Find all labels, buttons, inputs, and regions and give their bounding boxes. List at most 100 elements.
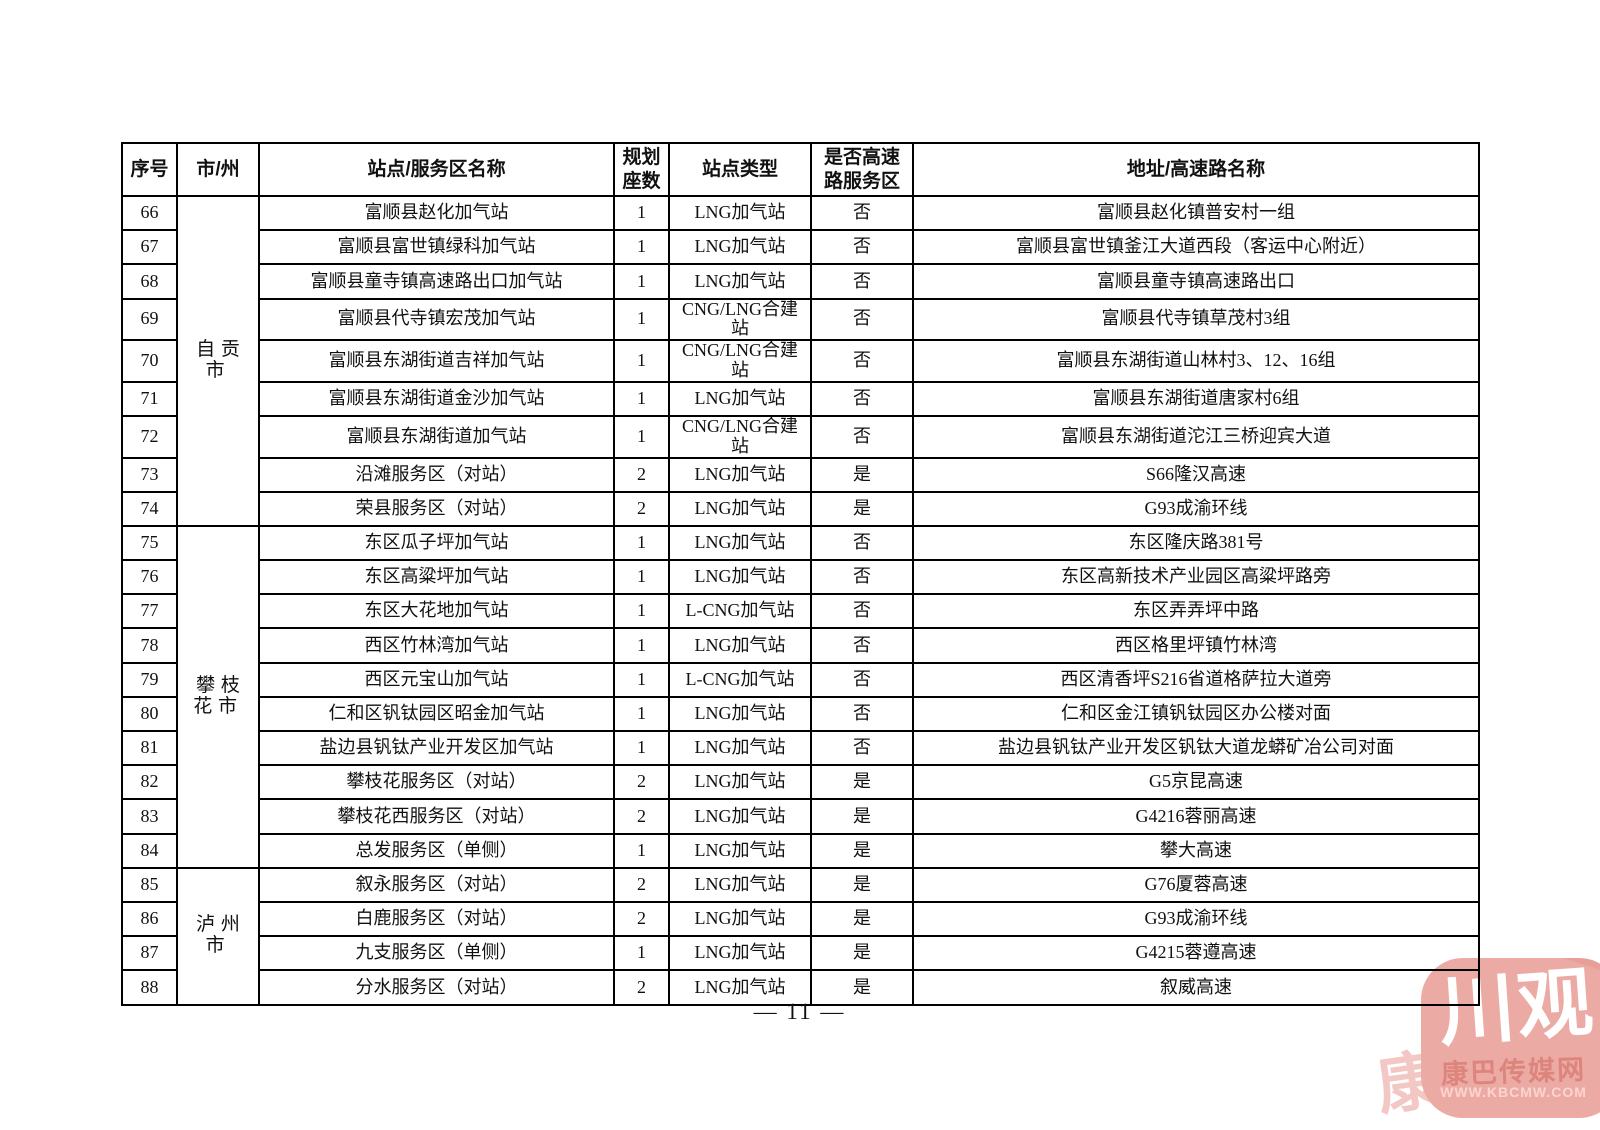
cell-station-name: 盐边县钒钛产业开发区加气站 xyxy=(258,730,615,767)
cell-planned-count: 1 xyxy=(613,593,670,630)
table-row: 83 攀枝花西服务区（对站） 2 LNG加气站是 G4216蓉丽高速 xyxy=(121,798,1480,835)
cell-station-name: 富顺县东湖街道金沙加气站 xyxy=(258,380,615,417)
cell-station-type: CNG/LNG合建站 xyxy=(668,414,812,459)
cell-station-type: LNG加气站 xyxy=(668,900,812,938)
cell-planned-count: 1 xyxy=(613,297,670,342)
cell-city: 攀枝花市 xyxy=(176,524,260,869)
cell-station-type: LNG加气站 xyxy=(668,380,812,417)
cell-serial-number: 81 xyxy=(121,730,178,767)
cell-is-highway: 否 xyxy=(810,380,914,417)
cell-is-highway: 是 xyxy=(810,969,914,1006)
cell-address: 富顺县赵化镇普安村一组 xyxy=(912,194,1480,232)
cell-station-name: 西区竹林湾加气站 xyxy=(258,627,615,664)
header-is-highway-service-area: 是否高速 路服务区 xyxy=(810,142,914,197)
header-planned-count: 规划 座数 xyxy=(613,142,670,197)
cell-serial-number: 72 xyxy=(121,414,178,459)
cell-address: 富顺县东湖街道唐家村6组 xyxy=(912,380,1480,417)
cell-address: G4216蓉丽高速 xyxy=(912,798,1480,835)
table-row: 87 九支服务区（单侧） 1 LNG加气站是 G4215蓉遵高速 xyxy=(121,935,1480,972)
table-row: 76 东区高粱坪加气站 1 LNG加气站否东区高新技术产业园区高粱坪路旁 xyxy=(121,559,1480,596)
cell-planned-count: 1 xyxy=(613,695,670,733)
table-header: 序号 市/州 站点/服务区名称 规划 座数 站点类型 是否高速 路服务区 地址/… xyxy=(121,142,1480,197)
cell-is-highway: 是 xyxy=(810,935,914,972)
cell-planned-count: 2 xyxy=(613,969,670,1006)
table-row: 71 富顺县东湖街道金沙加气站 1 LNG加气站否富顺县东湖街道唐家村6组 xyxy=(121,380,1480,417)
table-row: 66 自贡市 富顺县赵化加气站 1 LNG加气站否富顺县赵化镇普安村一组 xyxy=(121,194,1480,527)
cell-serial-number: 84 xyxy=(121,832,178,869)
cell-station-type: LNG加气站 xyxy=(668,935,812,972)
cell-planned-count: 2 xyxy=(613,798,670,835)
cell-station-name: 富顺县童寺镇高速路出口加气站 xyxy=(258,263,615,300)
cell-planned-count: 1 xyxy=(613,730,670,767)
cell-station-name: 荣县服务区（对站） xyxy=(258,490,615,527)
cell-serial-number: 68 xyxy=(121,263,178,300)
cell-station-type: L-CNG加气站 xyxy=(668,593,812,630)
table-row: 88 分水服务区（对站） 2 LNG加气站是叙威高速 xyxy=(121,969,1480,1006)
cell-is-highway: 是 xyxy=(810,832,914,869)
table-row: 85 泸州市 叙永服务区（对站） 2 LNG加气站是 G76厦蓉高速 xyxy=(121,866,1480,1006)
cell-station-type: LNG加气站 xyxy=(668,764,812,801)
header-station-name: 站点/服务区名称 xyxy=(258,142,615,197)
cell-address: S66隆汉高速 xyxy=(912,456,1480,493)
cell-is-highway: 是 xyxy=(810,798,914,835)
cell-is-highway: 否 xyxy=(810,339,914,383)
cell-planned-count: 1 xyxy=(613,524,670,562)
cell-serial-number: 85 xyxy=(121,866,178,903)
cell-address: 东区隆庆路381号 xyxy=(912,524,1480,562)
cell-planned-count: 1 xyxy=(613,414,670,459)
cell-is-highway: 否 xyxy=(810,661,914,698)
cell-is-highway: 否 xyxy=(810,593,914,630)
cell-planned-count: 1 xyxy=(613,559,670,596)
table-row: 67 富顺县富世镇绿科加气站 1 LNG加气站否富顺县富世镇釜江大道西段（客运中心附近… xyxy=(121,229,1480,266)
header-station-type: 站点类型 xyxy=(668,142,812,197)
table-row: 70 富顺县东湖街道吉祥加气站 1 CNG/LNG合建站否富顺县东湖街道山林村3、12… xyxy=(121,339,1480,383)
cell-address: 富顺县东湖街道沱江三桥迎宾大道 xyxy=(912,414,1480,459)
cell-is-highway: 否 xyxy=(810,229,914,266)
cell-serial-number: 78 xyxy=(121,627,178,664)
cell-serial-number: 75 xyxy=(121,524,178,562)
gas-station-table: 序号 市/州 站点/服务区名称 规划 座数 站点类型 是否高速 路服务区 地址/… xyxy=(121,142,1480,1006)
cell-address: G93成渝环线 xyxy=(912,490,1480,527)
cell-station-type: LNG加气站 xyxy=(668,627,812,664)
cell-address: 富顺县东湖街道山林村3、12、16组 xyxy=(912,339,1480,383)
cell-station-type: LNG加气站 xyxy=(668,524,812,562)
cell-is-highway: 否 xyxy=(810,297,914,342)
cell-city: 泸州市 xyxy=(176,866,260,1006)
cell-station-name: 富顺县富世镇绿科加气站 xyxy=(258,229,615,266)
cell-is-highway: 是 xyxy=(810,490,914,527)
cell-address: 盐边县钒钛产业开发区钒钛大道龙蟒矿冶公司对面 xyxy=(912,730,1480,767)
cell-station-name: 九支服务区（单侧） xyxy=(258,935,615,972)
cell-address: 东区高新技术产业园区高粱坪路旁 xyxy=(912,559,1480,596)
cell-serial-number: 74 xyxy=(121,490,178,527)
cell-is-highway: 否 xyxy=(810,730,914,767)
cell-planned-count: 1 xyxy=(613,263,670,300)
cell-is-highway: 否 xyxy=(810,559,914,596)
cell-station-type: LNG加气站 xyxy=(668,866,812,903)
cell-serial-number: 88 xyxy=(121,969,178,1006)
table-row: 78 西区竹林湾加气站 1 LNG加气站否西区格里坪镇竹林湾 xyxy=(121,627,1480,664)
cell-station-name: 富顺县东湖街道吉祥加气站 xyxy=(258,339,615,383)
cell-planned-count: 1 xyxy=(613,832,670,869)
cell-station-name: 分水服务区（对站） xyxy=(258,969,615,1006)
cell-planned-count: 1 xyxy=(613,339,670,383)
cell-station-name: 沿滩服务区（对站） xyxy=(258,456,615,493)
cell-serial-number: 73 xyxy=(121,456,178,493)
cell-station-type: LNG加气站 xyxy=(668,490,812,527)
cell-address: G76厦蓉高速 xyxy=(912,866,1480,903)
cell-is-highway: 否 xyxy=(810,263,914,300)
cell-is-highway: 否 xyxy=(810,524,914,562)
cell-address: 富顺县代寺镇草茂村3组 xyxy=(912,297,1480,342)
cell-address: 西区清香坪S216省道格萨拉大道旁 xyxy=(912,661,1480,698)
table-row: 79 西区元宝山加气站 1 L-CNG加气站否西区清香坪S216省道格萨拉大道旁 xyxy=(121,661,1480,698)
table-row: 80 仁和区钒钛园区昭金加气站 1 LNG加气站否仁和区金江镇钒钛园区办公楼对面 xyxy=(121,695,1480,733)
cell-station-type: LNG加气站 xyxy=(668,695,812,733)
cell-serial-number: 70 xyxy=(121,339,178,383)
cell-station-type: LNG加气站 xyxy=(668,832,812,869)
cell-serial-number: 87 xyxy=(121,935,178,972)
table-row: 69 富顺县代寺镇宏茂加气站 1 CNG/LNG合建站否富顺县代寺镇草茂村3组 xyxy=(121,297,1480,342)
cell-station-name: 富顺县东湖街道加气站 xyxy=(258,414,615,459)
cell-address: G4215蓉遵高速 xyxy=(912,935,1480,972)
cell-serial-number: 79 xyxy=(121,661,178,698)
header-row: 序号 市/州 站点/服务区名称 规划 座数 站点类型 是否高速 路服务区 地址/… xyxy=(121,142,1480,197)
cell-serial-number: 83 xyxy=(121,798,178,835)
